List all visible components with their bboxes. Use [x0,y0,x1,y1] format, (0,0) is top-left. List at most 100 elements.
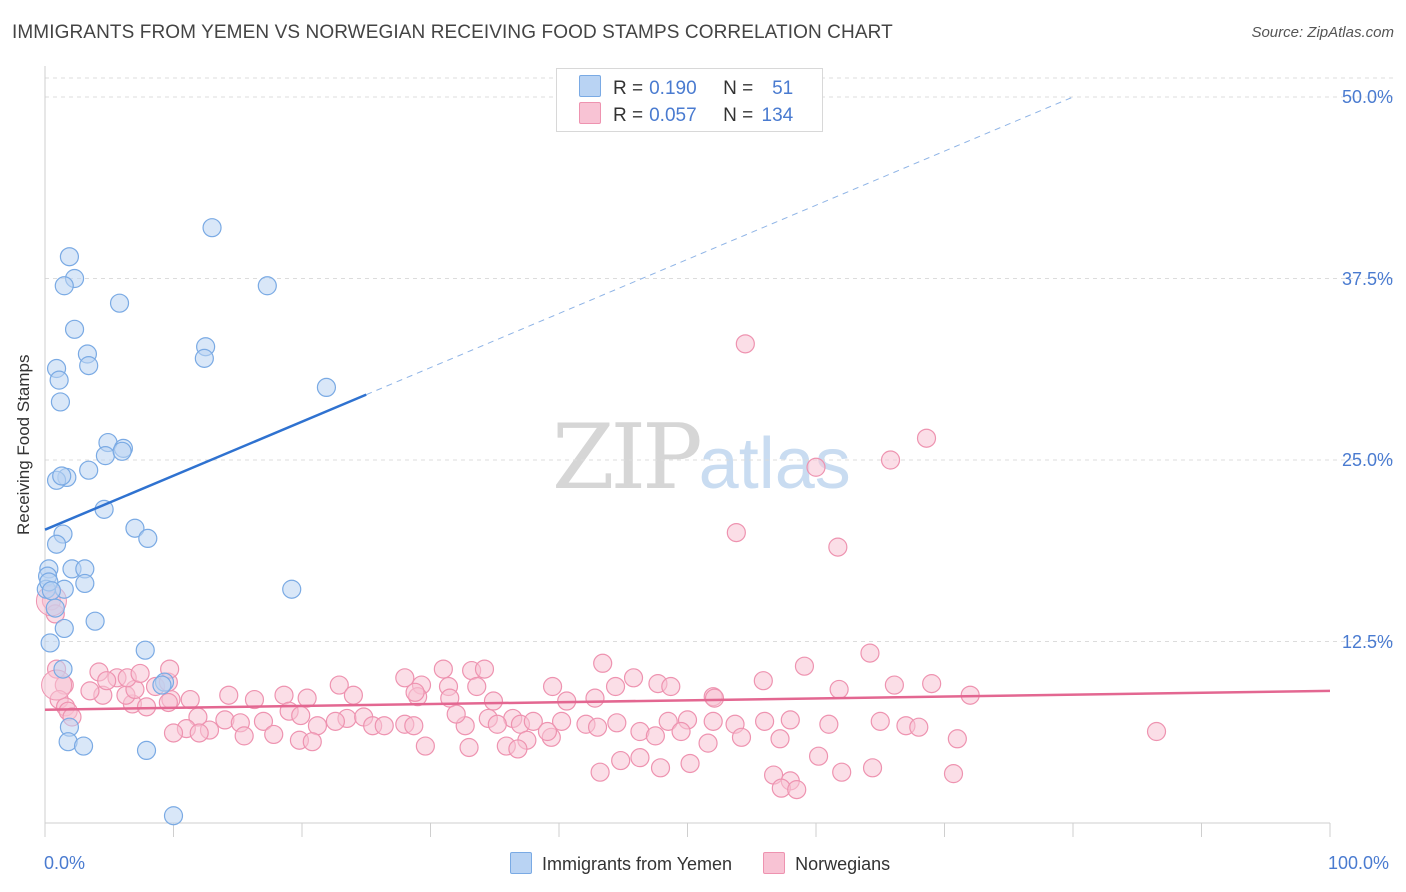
legend-item-norwegians[interactable]: Norwegians [763,852,890,875]
norwegians-point [880,450,901,470]
yemen-point [163,806,184,826]
yemen-point [257,276,277,296]
norwegians-point [130,663,150,684]
yemen-point [135,640,155,660]
norwegians-point [374,716,394,736]
yemen-points [36,218,337,826]
source-credit: Source: ZipAtlas.com [1251,24,1394,41]
norwegians-point [1146,721,1167,742]
norwegians-point [302,732,322,752]
norwegians-point [234,726,254,746]
yemen-point [54,276,74,296]
norwegians-point [587,717,608,737]
norwegians-point [780,710,800,730]
norwegians-swatch [763,852,786,874]
yemen-point [136,740,157,761]
norwegians-point [607,713,627,733]
legend-row-yemen: R = 0.190 N = 51 [579,75,793,101]
y-tick-label: 25.0% [1341,450,1393,470]
yemen-point [79,356,99,376]
norwegians-point [274,685,294,705]
yemen-point [41,581,62,601]
norwegians-point [808,746,829,766]
norwegians-point [523,711,543,731]
chart-title: IMMIGRANTS FROM YEMEN VS NORWEGIAN RECEI… [12,22,893,43]
x-tick-max: 100.0% [1328,853,1390,873]
norwegians-point [487,714,507,734]
y-tick-label: 12.5% [1341,631,1393,652]
norwegians-point [828,537,848,557]
norwegians-point [735,334,755,354]
norwegians-point [870,711,890,731]
yemen-point [75,573,95,594]
norwegians-point [343,685,363,705]
norwegians-point [415,736,435,756]
norwegians-point [645,726,665,746]
norwegians-point [264,724,284,745]
norwegians-point [698,733,718,753]
gridlines [45,77,1395,642]
y-axis-label: Receiving Food Stamps [14,354,33,535]
norwegians-point [909,717,929,737]
norwegians-point [163,723,184,743]
norwegians-point [623,668,644,688]
legend-n-label: N = [723,78,754,99]
norwegians-point [297,688,317,708]
norwegians-point [726,522,746,543]
yemen-point [138,528,158,549]
yemen-point [152,675,172,695]
correlation-legend: R = 0.190 N = 51 R = 0.057 N = 134 [556,68,823,132]
norwegians-point [189,723,209,743]
norwegians-point [754,711,775,731]
norwegians-point [590,762,610,782]
yemen-trend-line [44,393,367,531]
norwegians-point [703,711,723,731]
norwegians-point [80,681,100,701]
watermark-atlas: atlas [698,424,851,504]
norwegians-point [551,711,572,731]
yemen-point [40,633,60,653]
yemen-point [79,460,99,480]
norwegians-trend-line [44,689,1331,711]
legend-label-norwegians: Norwegians [795,854,891,874]
norwegians-point [329,675,349,695]
yemen-point [316,377,337,397]
norwegians-point [459,737,479,758]
norwegians-point [325,711,346,731]
yemen-point [73,736,94,756]
norwegians-point [680,753,700,774]
norwegians-point [219,685,239,705]
norwegians-point [253,711,274,731]
yemen-point [109,293,130,313]
legend-n-value: 51 [772,78,794,99]
legend-n-label: N = [723,105,754,126]
norwegians-point [787,780,807,800]
yemen-point [125,518,145,538]
norwegians-point [731,727,752,747]
norwegians-point [508,739,528,759]
legend-label-yemen: Immigrants from Yemen [542,854,733,874]
norwegians-point [180,689,200,710]
y-tick-label: 37.5% [1341,268,1393,289]
norwegians-point [483,691,504,711]
norwegians-point [661,676,681,697]
legend-n-value: 134 [761,105,794,126]
norwegians-point [753,671,773,691]
norwegians-swatch [579,102,601,124]
yemen-point [53,659,73,679]
norwegians-point [884,675,904,695]
norwegians-points [35,334,1167,800]
x-tick-min: 0.0% [44,853,86,873]
norwegians-point [860,643,880,663]
norwegians-point [395,668,415,688]
norwegians-point [474,659,495,679]
norwegians-point [630,748,650,768]
norwegians-point [467,676,487,697]
legend-item-yemen[interactable]: Immigrants from Yemen [510,852,732,875]
norwegians-point [922,674,942,694]
norwegians-point [433,659,453,679]
norwegians-point [829,679,849,700]
norwegians-point [244,689,265,710]
series-legend: Immigrants from Yemen Norwegians [510,852,916,875]
